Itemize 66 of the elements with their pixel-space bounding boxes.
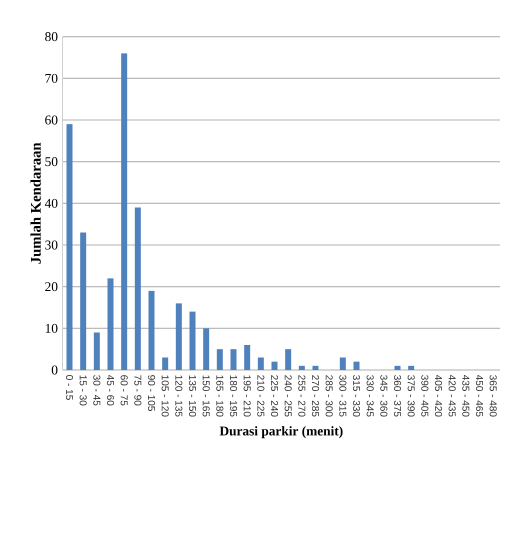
x-tick-label: 255 - 270 [298,375,306,417]
bar [121,53,128,370]
x-tick-label: 375 - 390 [408,375,415,417]
bar [203,328,210,370]
x-tick-label: 300 - 315 [339,375,346,417]
y-tick-label: 10 [46,324,58,333]
y-tick-label: 20 [45,282,58,292]
bar [408,366,414,370]
x-tick-label: 420 - 435 [448,374,456,417]
x-tick-label: 330 - 345 [366,375,374,417]
bar [354,362,360,370]
bar [162,358,168,370]
x-tick-label: 165 - 180 [216,375,224,417]
x-tick-label: 240 - 255 [284,375,292,417]
y-tick-label: 60 [45,116,58,124]
x-tick-label: 75 - 90 [134,375,142,406]
x-tick-label: 390 - 405 [421,375,428,417]
bar [134,208,141,370]
y-tick-label: 50 [45,157,58,166]
bar [394,366,400,370]
x-tick-label: 315 - 330 [352,375,360,417]
y-tick-label: 0 [52,366,58,374]
bar [340,358,346,370]
bar [244,345,250,370]
x-tick-label: 105 - 120 [162,375,169,417]
y-tick-label: 80 [45,32,58,42]
x-tick-label: 15 - 30 [80,375,87,406]
x-tick-label: 90 - 105 [148,375,156,411]
x-tick-label: 365 - 480 [490,375,497,417]
y-tick-label: 30 [45,240,58,250]
x-tick-label: 210 - 225 [257,375,264,417]
x-tick-label: 135 - 150 [188,375,196,417]
x-tick-label: 180 - 195 [230,375,238,417]
x-axis-title: Durasi parkir (menit) [220,426,343,438]
bar [80,232,86,370]
x-tick-label: 435 - 450 [462,374,470,417]
bar [66,124,72,370]
x-tick-label: 360 - 375 [394,375,402,417]
x-tick-label: 345 - 360 [380,375,388,417]
bar [108,278,114,370]
x-tick-label: 120 - 135 [175,375,182,417]
x-tick-label: 450 - 465 [476,374,484,417]
x-tick-label: 45 - 60 [106,374,114,406]
y-tick-label: 70 [46,74,58,83]
bar [285,349,292,370]
bar [216,349,223,370]
y-axis-title: Jumlah Kendaraan [30,142,41,264]
x-tick-label: 60 - 75 [120,375,128,406]
bar [148,290,154,370]
bar [258,358,264,370]
x-tick-label: 30 - 45 [93,375,100,406]
x-tick-label: 270 - 285 [312,375,320,417]
bar [94,332,100,370]
bar [230,349,236,370]
x-tick-label: 195 - 210 [244,375,251,417]
x-tick-label: 150 - 165 [202,375,210,417]
bar [298,366,305,370]
x-tick-label: 405 - 420 [434,374,442,417]
y-tick-label: 40 [44,198,58,208]
bar [312,366,318,370]
bar [271,362,278,370]
x-tick-label: 285 - 300 [326,375,333,417]
bar [190,312,196,370]
x-tick-label: 225 - 240 [270,375,278,417]
x-tick-label: 0 - 15 [66,375,74,400]
bar [176,303,182,370]
